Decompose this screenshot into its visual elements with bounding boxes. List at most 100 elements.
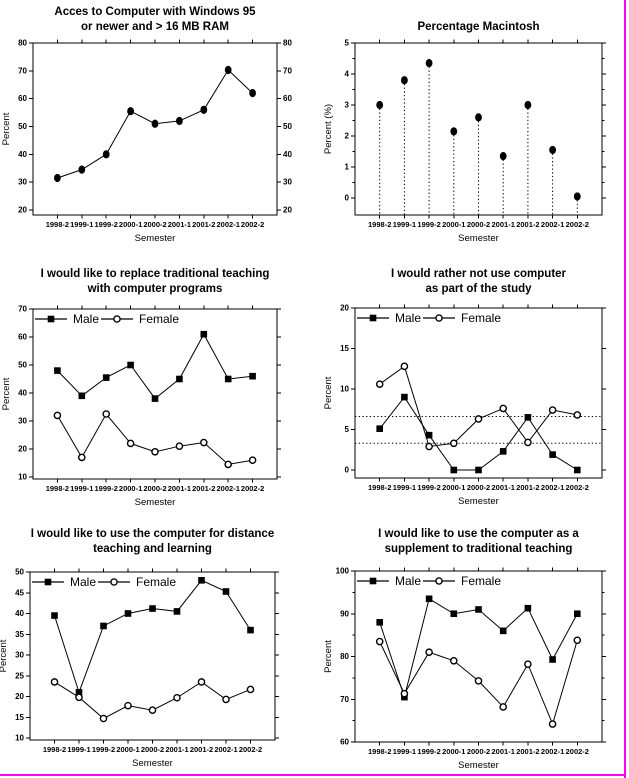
- y-tick-label: 60: [18, 333, 27, 342]
- dot-marker: [401, 76, 408, 85]
- square-marker: [224, 375, 232, 383]
- x-tick-label: 2000-1: [116, 745, 139, 754]
- y-tick-label: 20: [18, 445, 27, 454]
- circle-marker: [75, 693, 83, 702]
- dot-marker: [78, 165, 86, 174]
- chart-distance-teaching-svg: I would like to use the computer for dis…: [0, 528, 279, 769]
- y-tick-label: 5: [345, 39, 350, 48]
- x-tick-label: 2002-1: [541, 747, 564, 756]
- legend-label-female: Female: [461, 574, 501, 588]
- legend-label-female: Female: [461, 311, 501, 325]
- x-tick-label: 2001-2: [516, 747, 539, 756]
- circle-marker: [524, 438, 532, 447]
- dot-marker: [200, 105, 208, 114]
- x-tick-label: 1999-2: [417, 483, 440, 492]
- x-tick-label: 1998-2: [46, 220, 69, 229]
- square-marker: [247, 626, 254, 634]
- dot-marker: [450, 127, 458, 136]
- legend-label-male: Male: [395, 574, 421, 588]
- circle-marker: [126, 439, 135, 448]
- x-tick-label: 2001-2: [516, 220, 539, 229]
- y-axis-label: Percent (%): [323, 104, 334, 154]
- x-tick-label: 2002-1: [217, 484, 240, 493]
- y-tick-label: 10: [15, 734, 24, 743]
- square-marker: [475, 606, 482, 613]
- x-tick-label: 2002-2: [566, 220, 589, 229]
- square-marker: [124, 610, 132, 617]
- x-tick-label: 1999-1: [70, 220, 93, 229]
- y-tick-label-right: 40: [283, 150, 292, 159]
- x-axis-label: Semester: [135, 233, 176, 244]
- x-tick-label: 2000-1: [119, 220, 142, 229]
- square-marker: [574, 610, 581, 618]
- x-axis-label: Semester: [458, 496, 499, 507]
- y-tick-label: 90: [340, 609, 349, 618]
- y-tick-label-right: 80: [283, 39, 292, 48]
- y-tick-label: 15: [340, 344, 349, 353]
- square-marker: [524, 604, 532, 612]
- y-tick-label: 3: [345, 101, 350, 110]
- x-tick-label: 1999-2: [92, 745, 115, 754]
- y-tick-label: 30: [18, 417, 27, 426]
- chart-title: I would like to use the computer for dis…: [31, 528, 274, 540]
- x-tick-label: 2002-2: [566, 747, 589, 756]
- square-marker: [369, 577, 377, 585]
- y-tick-label: 40: [18, 150, 27, 159]
- circle-marker: [573, 636, 582, 645]
- y-tick-label: 30: [18, 178, 27, 187]
- dot-marker: [224, 65, 232, 75]
- x-tick-label: 2002-2: [241, 484, 264, 493]
- y-axis-label: Percent: [1, 112, 12, 145]
- square-marker: [44, 578, 52, 586]
- y-tick-label: 20: [340, 304, 349, 313]
- square-marker: [51, 612, 58, 619]
- dot-marker: [573, 192, 581, 201]
- square-marker: [222, 588, 230, 595]
- y-tick-label: 100: [336, 567, 350, 576]
- dot-marker: [499, 152, 507, 161]
- circle-marker: [474, 677, 483, 685]
- x-axis-label: Semester: [132, 758, 173, 769]
- x-tick-label: 2000-1: [119, 484, 142, 493]
- dot-marker: [475, 113, 482, 122]
- square-marker: [249, 372, 256, 380]
- x-tick-label: 2000-2: [467, 220, 490, 229]
- x-tick-label: 1999-2: [95, 484, 118, 493]
- square-marker: [102, 374, 110, 381]
- y-axis-label: Percent: [0, 639, 9, 672]
- chart-title: Percentage Macintosh: [417, 21, 539, 33]
- x-tick-label: 2001-2: [516, 483, 539, 492]
- y-tick-label: 35: [15, 630, 24, 639]
- series-line-male: [57, 333, 253, 400]
- square-marker: [499, 448, 507, 455]
- chart-percentage-macintosh-svg: Percentage Macintosh 0 1 2 3 4 5 1998-2 1999-1 19…: [323, 21, 606, 244]
- square-marker: [149, 605, 156, 612]
- chart-percentage-macintosh: Percentage Macintosh 0 1 2 3 4 5 1998-2 1999-1 19…: [315, 0, 629, 260]
- square-marker: [127, 361, 134, 369]
- circle-marker: [50, 678, 59, 686]
- circle-marker: [375, 380, 384, 388]
- y-tick-label: 40: [18, 389, 27, 398]
- series-line-female: [56, 413, 253, 465]
- y-tick-label: 80: [18, 39, 27, 48]
- square-marker: [176, 375, 183, 383]
- legend-label-female: Female: [136, 575, 176, 589]
- chart-title: supplement to traditional teaching: [385, 543, 573, 555]
- circle-marker: [148, 706, 157, 714]
- x-tick-label: 2002-1: [217, 220, 240, 229]
- square-marker: [78, 392, 86, 400]
- x-tick-label: 2002-1: [541, 220, 564, 229]
- square-marker: [499, 627, 507, 635]
- square-marker: [173, 608, 181, 615]
- circle-marker: [400, 689, 409, 698]
- x-tick-label: 2001-1: [165, 745, 188, 754]
- y-tick-label: 50: [18, 122, 27, 131]
- dot-marker: [425, 59, 433, 68]
- x-tick-label: 2000-2: [143, 484, 166, 493]
- circle-marker: [449, 656, 458, 665]
- series-line-male: [54, 579, 251, 694]
- dot-marker: [376, 100, 384, 110]
- y-tick-label: 0: [345, 466, 350, 475]
